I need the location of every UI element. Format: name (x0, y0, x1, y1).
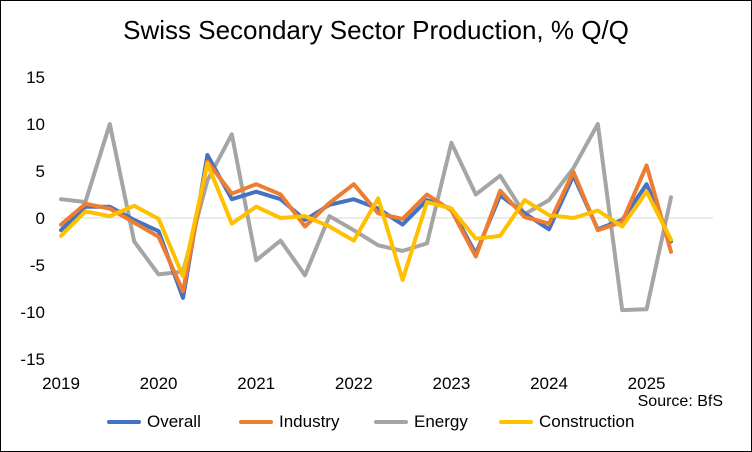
legend: Overall Industry Energy Construction (1, 411, 751, 433)
legend-item-energy: Energy (374, 411, 468, 433)
chart-title: Swiss Secondary Sector Production, % Q/Q (123, 15, 629, 45)
series-line-overall (59, 153, 673, 300)
legend-item-industry: Industry (239, 411, 339, 433)
x-tick-label: 2024 (530, 374, 568, 393)
y-tick-label: -5 (30, 256, 45, 275)
series-lines (59, 122, 673, 313)
legend-swatch-overall (107, 420, 141, 424)
y-tick-label: 10 (26, 115, 45, 134)
legend-item-overall: Overall (107, 411, 201, 433)
legend-swatch-industry (239, 420, 273, 424)
legend-label-construction: Construction (539, 412, 635, 431)
x-tick-label: 2022 (335, 374, 373, 393)
y-tick-label: -10 (20, 303, 45, 322)
legend-label-overall: Overall (147, 412, 201, 431)
legend-swatch-energy (374, 420, 408, 424)
y-tick-labels: 15 10 5 0 -5 -10 -15 (20, 68, 45, 369)
x-tick-label: 2020 (140, 374, 178, 393)
x-tick-label: 2025 (628, 374, 666, 393)
source-note: Source: BfS (637, 393, 723, 410)
y-tick-label: -15 (20, 350, 45, 369)
x-tick-label: 2023 (432, 374, 470, 393)
x-tick-labels: 2019 2020 2021 2022 2023 2024 2025 (42, 374, 665, 393)
y-tick-label: 0 (36, 209, 45, 228)
legend-label-energy: Energy (414, 412, 468, 431)
x-tick-label: 2019 (42, 374, 80, 393)
y-tick-label: 15 (26, 68, 45, 87)
legend-label-industry: Industry (279, 412, 340, 431)
series-line-industry (59, 159, 673, 294)
series-line-construction (59, 161, 673, 282)
x-tick-label: 2021 (237, 374, 275, 393)
legend-item-construction: Construction (499, 411, 634, 433)
y-tick-label: 5 (36, 162, 45, 181)
legend-swatch-construction (499, 420, 533, 424)
series-line-energy (59, 122, 673, 313)
